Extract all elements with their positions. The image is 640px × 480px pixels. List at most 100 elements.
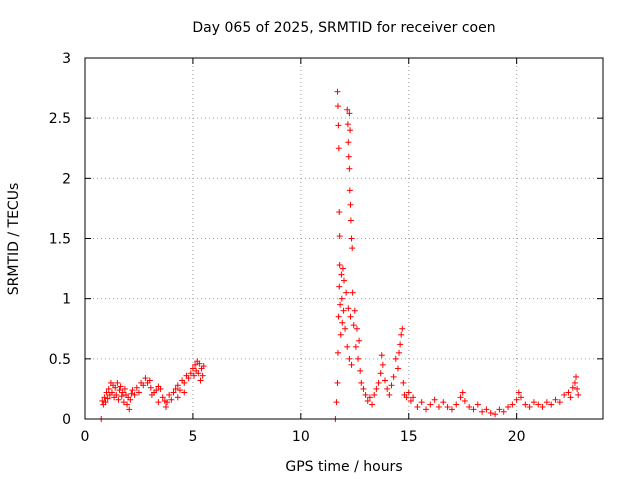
- data-point: [347, 313, 354, 320]
- data-point: [166, 391, 173, 398]
- data-point: [355, 355, 362, 362]
- data-point: [135, 389, 142, 396]
- data-point: [174, 382, 181, 389]
- data-point: [147, 384, 154, 391]
- data-point: [400, 379, 407, 386]
- data-point: [164, 399, 171, 406]
- data-point: [492, 411, 499, 418]
- data-point: [362, 391, 369, 398]
- data-point: [118, 393, 125, 400]
- axis-ticks: 0 5 10 15 20 0 0.5 1 1.5 2 2.5 3: [49, 51, 603, 445]
- data-points: [98, 88, 582, 422]
- data-point: [103, 389, 110, 396]
- data-point: [195, 370, 202, 377]
- data-point: [390, 373, 397, 380]
- data-point: [334, 88, 341, 95]
- data-point: [200, 363, 207, 370]
- data-point: [99, 397, 106, 404]
- data-point: [435, 403, 442, 410]
- data-point: [102, 399, 109, 406]
- data-point: [344, 106, 351, 113]
- y-tick-label: 2: [62, 171, 71, 187]
- data-point: [356, 337, 363, 344]
- data-point: [350, 322, 357, 329]
- data-point: [189, 365, 196, 372]
- data-point: [575, 391, 582, 398]
- data-point: [337, 301, 344, 308]
- data-point: [339, 265, 346, 272]
- data-point: [366, 394, 373, 401]
- data-point: [112, 384, 119, 391]
- data-point: [539, 403, 546, 410]
- data-point: [142, 375, 149, 382]
- x-axis-label: GPS time / hours: [285, 459, 402, 475]
- data-point: [346, 355, 353, 362]
- data-point: [414, 403, 421, 410]
- data-point: [457, 394, 464, 401]
- data-point: [342, 325, 349, 332]
- data-point: [347, 127, 354, 134]
- x-tick-label: 15: [400, 429, 418, 445]
- y-tick-label: 0: [62, 412, 71, 428]
- data-point: [127, 396, 134, 403]
- data-point: [399, 325, 406, 332]
- data-point: [574, 385, 581, 392]
- data-point: [500, 408, 507, 415]
- data-point: [124, 401, 131, 408]
- data-point: [128, 390, 135, 397]
- data-point: [121, 385, 128, 392]
- data-point: [561, 391, 568, 398]
- data-point: [345, 305, 352, 312]
- data-point: [126, 406, 133, 413]
- data-point: [386, 391, 393, 398]
- data-point: [384, 385, 391, 392]
- data-point: [345, 153, 352, 160]
- data-point: [352, 343, 359, 350]
- data-point: [335, 313, 342, 320]
- data-point: [348, 361, 355, 368]
- data-point: [174, 394, 181, 401]
- data-point: [349, 245, 356, 252]
- y-axis-label: SRMTID / TECUs: [6, 183, 22, 296]
- data-point: [346, 110, 353, 117]
- data-point: [108, 389, 115, 396]
- data-point: [567, 394, 574, 401]
- data-point: [565, 389, 572, 396]
- data-point: [392, 355, 399, 362]
- data-point: [113, 391, 120, 398]
- data-point: [348, 235, 355, 242]
- data-point: [345, 139, 352, 146]
- data-point: [388, 382, 395, 389]
- data-point: [453, 401, 460, 408]
- data-point: [336, 209, 343, 216]
- data-point: [181, 379, 188, 386]
- data-point: [101, 394, 108, 401]
- data-point: [403, 394, 410, 401]
- data-point: [338, 295, 345, 302]
- data-point: [552, 396, 559, 403]
- data-point: [543, 399, 550, 406]
- data-point: [105, 385, 112, 392]
- x-tick-label: 5: [188, 429, 197, 445]
- data-point: [357, 367, 364, 374]
- y-tick-label: 2.5: [49, 111, 71, 127]
- data-point: [440, 399, 447, 406]
- data-point: [199, 372, 206, 379]
- data-point: [133, 384, 140, 391]
- data-point: [423, 406, 430, 413]
- data-point: [129, 387, 136, 394]
- data-point: [120, 399, 127, 406]
- data-point: [378, 352, 385, 359]
- data-point: [479, 408, 486, 415]
- data-point: [377, 370, 384, 377]
- data-point: [155, 399, 162, 406]
- data-point: [190, 372, 197, 379]
- data-point: [398, 331, 405, 338]
- data-point: [192, 361, 199, 368]
- data-point: [153, 387, 160, 394]
- data-point: [334, 349, 341, 356]
- data-point: [338, 271, 345, 278]
- data-point: [333, 399, 340, 406]
- data-point: [176, 387, 183, 394]
